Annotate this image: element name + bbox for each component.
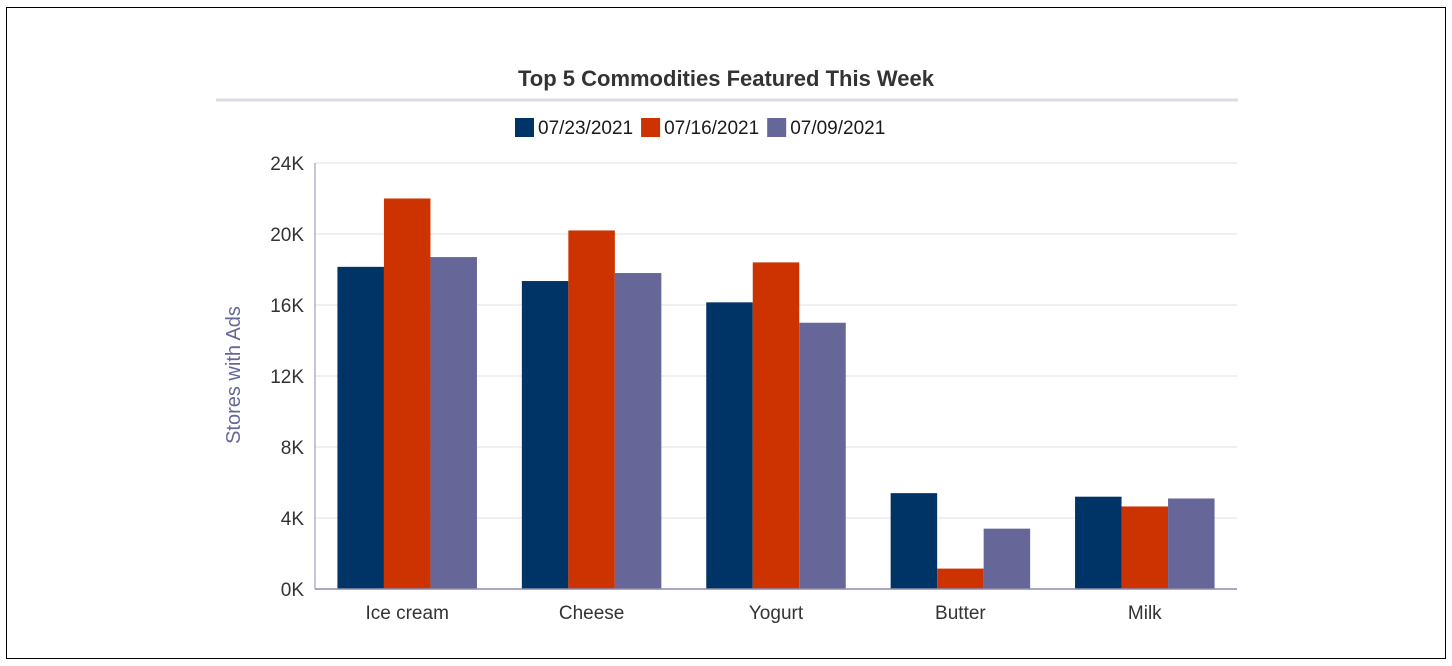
bar-milk-07-16-2021[interactable] (1121, 506, 1169, 589)
x-tick-label: Cheese (559, 603, 625, 624)
y-tick-label: 0K (281, 580, 305, 601)
bar-milk-07-23-2021[interactable] (1075, 496, 1122, 589)
y-tick-label: 16K (270, 296, 304, 317)
legend-swatch (641, 118, 661, 137)
bar-cheese-07-16-2021[interactable] (568, 230, 615, 589)
bar-cheese-07-23-2021[interactable] (521, 281, 569, 589)
x-tick-label: Yogurt (749, 603, 804, 624)
bar-ice-cream-07-16-2021[interactable] (383, 198, 431, 590)
bar-milk-07-09-2021[interactable] (1168, 498, 1215, 589)
y-tick-label: 8K (281, 438, 305, 459)
bar-ice-cream-07-23-2021[interactable] (337, 266, 384, 589)
bar-butter-07-09-2021[interactable] (983, 528, 1031, 589)
bar-yogurt-07-23-2021[interactable] (706, 302, 753, 589)
y-tick-label: 12K (270, 367, 304, 388)
chart-title: Top 5 Commodities Featured This Week (518, 66, 935, 91)
axes (314, 163, 1237, 590)
y-tick-label: 24K (270, 154, 304, 175)
x-tick-label: Butter (935, 603, 986, 624)
bar-butter-07-16-2021[interactable] (937, 568, 984, 589)
legend: 07/23/2021 07/16/2021 07/09/2021 (515, 118, 885, 139)
x-tick-label: Milk (1128, 603, 1162, 624)
bars (337, 198, 1215, 590)
bar-ice-cream-07-09-2021[interactable] (430, 257, 477, 589)
legend-label: 07/09/2021 (790, 118, 885, 139)
y-axis-title: Stores with Ads (223, 306, 245, 444)
bar-cheese-07-09-2021[interactable] (614, 273, 662, 589)
legend-item-07-09-2021[interactable]: 07/09/2021 (767, 118, 885, 139)
bar-yogurt-07-09-2021[interactable] (799, 322, 846, 589)
legend-item-07-23-2021[interactable]: 07/23/2021 (515, 118, 633, 139)
bar-butter-07-23-2021[interactable] (890, 493, 938, 589)
legend-swatch (515, 118, 534, 137)
x-tick-labels: Ice cream Cheese Yogurt Butter Milk (365, 603, 1162, 624)
bar-yogurt-07-16-2021[interactable] (752, 262, 800, 589)
y-tick-labels: 0K 4K 8K 12K 16K 20K 24K (270, 154, 304, 601)
y-tick-label: 4K (281, 509, 305, 530)
x-tick-label: Ice cream (365, 603, 448, 624)
legend-swatch (767, 118, 787, 137)
legend-label: 07/23/2021 (538, 118, 633, 139)
y-tick-label: 20K (270, 225, 304, 246)
legend-label: 07/16/2021 (664, 118, 759, 139)
legend-item-07-16-2021[interactable]: 07/16/2021 (641, 118, 759, 139)
